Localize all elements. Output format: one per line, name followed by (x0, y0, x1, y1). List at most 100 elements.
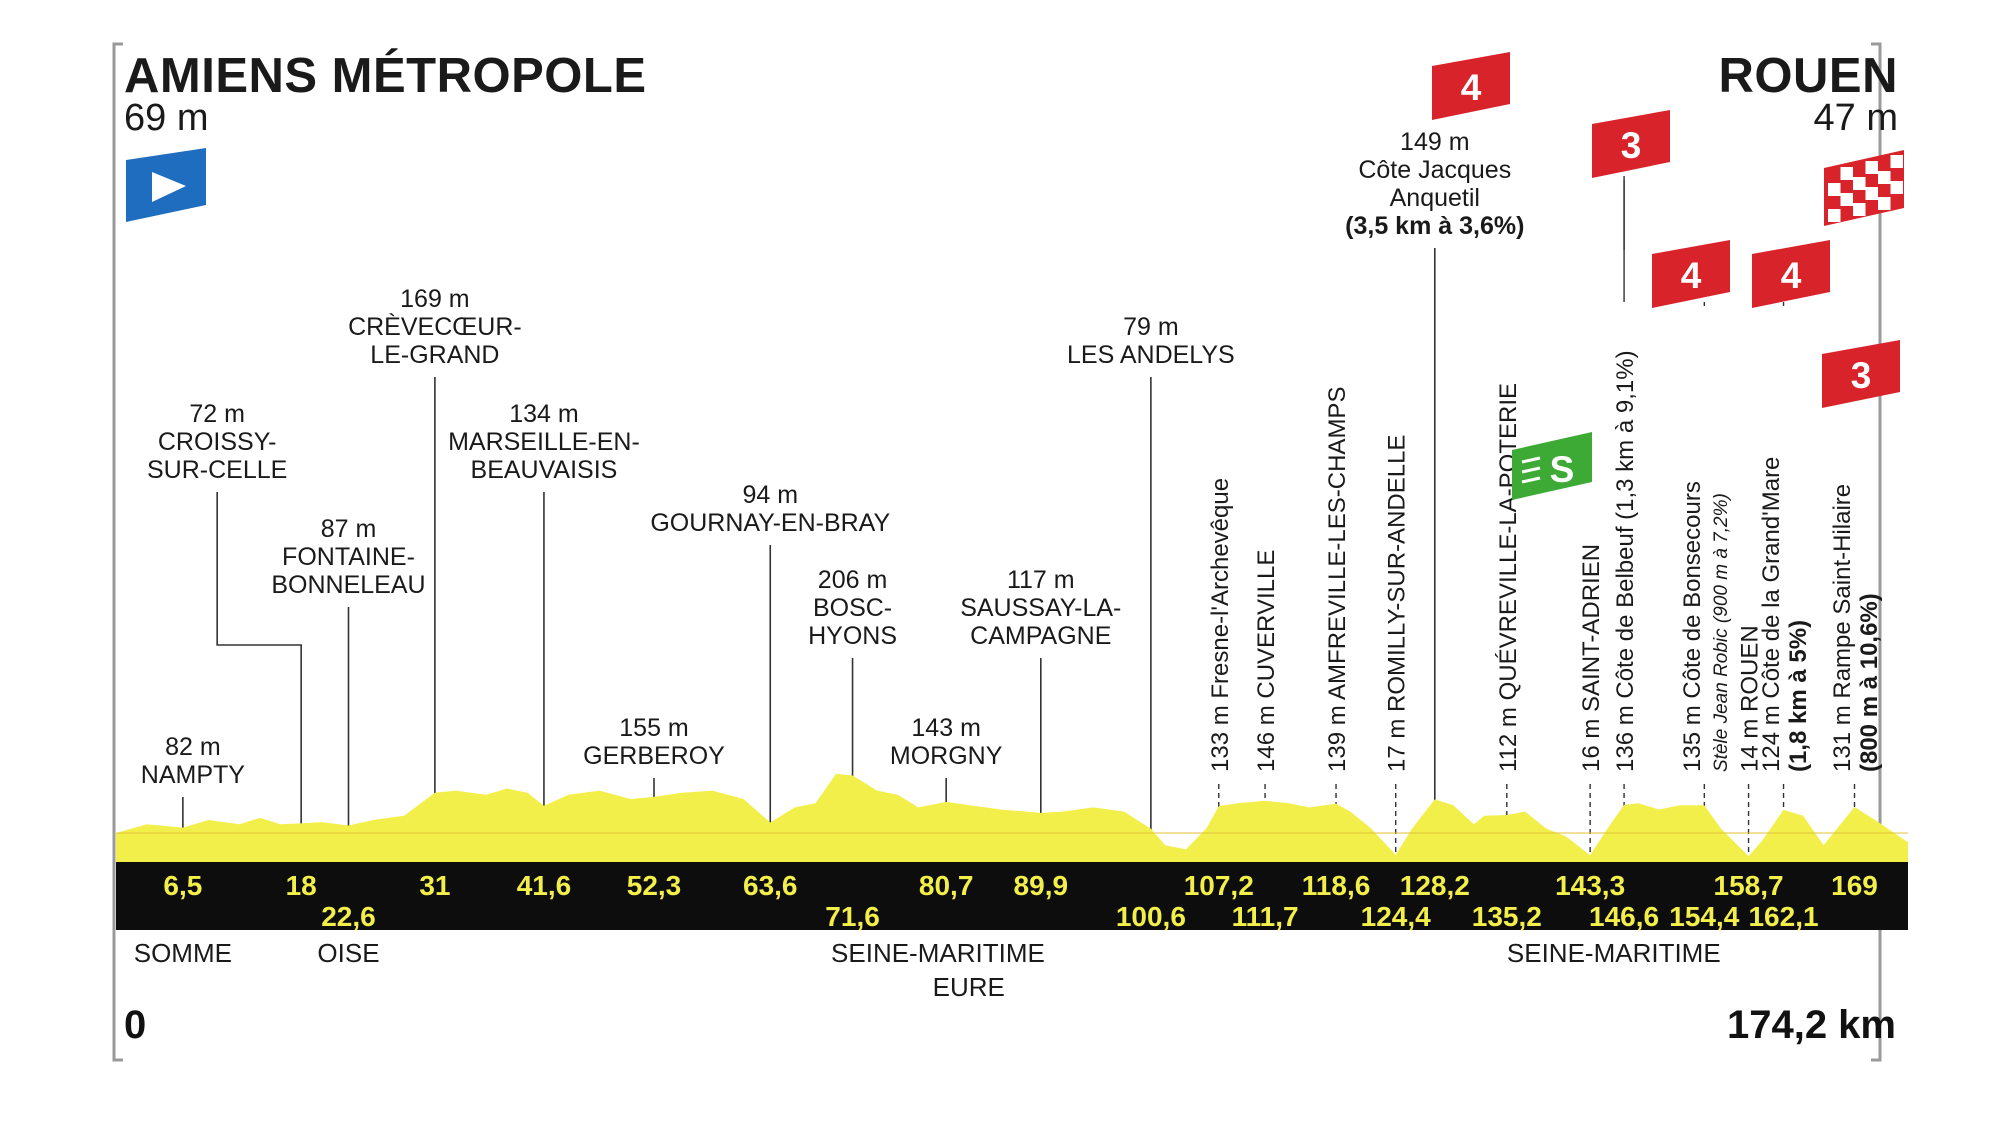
elevation-profile-area (116, 773, 1908, 862)
place-label: MARSEILLE-EN- (448, 428, 640, 456)
checker-cell (1890, 155, 1903, 168)
km-mark-label: 41,6 (517, 870, 572, 901)
place-label: SUR-CELLE (147, 456, 287, 484)
place-label: 82 m (165, 733, 221, 761)
place-label: 149 m (1400, 128, 1469, 156)
place-label: CAMPAGNE (970, 622, 1111, 650)
climb-flag-shape (1822, 340, 1900, 408)
checker-cell (1890, 181, 1903, 194)
place-label: 87 m (321, 515, 377, 543)
vertical-place-label: 133 m Fresne-l'Archevêque (1207, 478, 1234, 772)
place-label: BEAUVAISIS (471, 456, 618, 484)
place-label: 117 m (1007, 566, 1075, 594)
start-town-title: AMIENS MÉTROPOLE (124, 49, 647, 103)
checker-cell (1865, 161, 1878, 174)
climb-category-flag-icon: 4 (1432, 52, 1510, 120)
vertical-place-label: 146 m CUVERVILLE (1253, 550, 1280, 772)
checker-cell (1840, 193, 1853, 206)
chart-frame (112, 42, 1882, 1062)
vertical-place-label: (1,8 km à 5%) (1785, 620, 1812, 772)
km-mark-label: 52,3 (627, 870, 682, 901)
department-label: EURE (933, 972, 1005, 1002)
climb-category-label: 4 (1681, 255, 1702, 296)
vertical-place-label: 131 m Rampe Saint-Hilaire (1829, 484, 1856, 772)
place-label: FONTAINE- (282, 543, 415, 571)
climb-category-label: 3 (1851, 355, 1872, 396)
place-label: 72 m (189, 400, 245, 428)
km-mark-label: 118,6 (1302, 870, 1371, 901)
start-altitude: 69 m (124, 97, 209, 139)
place-label: (3,5 km à 3,6%) (1345, 212, 1524, 240)
place-label: BOSC- (813, 594, 892, 622)
checker-cell (1865, 187, 1878, 200)
km-mark-label: 128,2 (1400, 870, 1470, 901)
checker-cell (1828, 209, 1841, 222)
place-label: 94 m (742, 481, 798, 509)
department-label: OISE (317, 938, 379, 968)
climb-category-flag-icon: 4 (1652, 240, 1730, 308)
km-mark-label: 80,7 (919, 870, 974, 901)
place-label: GERBEROY (583, 742, 725, 770)
climb-category-flag-icon: 3 (1822, 340, 1900, 408)
place-label: 143 m (911, 714, 980, 742)
place-label: 155 m (619, 714, 688, 742)
km-mark-label: 124,4 (1361, 901, 1431, 932)
vertical-place-label: 139 m AMFREVILLE-LES-CHAMPS (1324, 387, 1351, 772)
climb-category-label: 3 (1621, 125, 1642, 166)
vertical-place-label: 135 m Côte de Bonsecours (1679, 481, 1706, 772)
finish-flag-icon (1824, 150, 1904, 226)
km-mark-label: 111,7 (1232, 901, 1299, 932)
department-label: SEINE-MARITIME (1507, 938, 1721, 968)
place-label: BONNELEAU (271, 571, 425, 599)
place-label: NAMPTY (141, 761, 246, 789)
climb-flag-shape (1652, 240, 1730, 308)
place-label: 134 m (509, 400, 578, 428)
km-mark-label: 22,6 (321, 901, 376, 932)
km-mark-label: 31 (419, 870, 450, 901)
vertical-place-label: 112 m QUÉVREVILLE-LA-POTERIE (1495, 383, 1522, 772)
intermediate-sprint-icon: S (1512, 432, 1592, 500)
leader-line (216, 492, 302, 862)
place-label: 79 m (1123, 313, 1179, 341)
checker-cell (1853, 203, 1866, 216)
km-mark-label: 154,4 (1669, 901, 1739, 932)
vertical-place-label: 16 m SAINT-ADRIEN (1578, 544, 1605, 772)
km-mark-label: 100,6 (1116, 901, 1186, 932)
climb-category-flag-icon: 4 (1752, 240, 1830, 308)
place-label: CRÈVECŒUR- (348, 312, 522, 341)
vertical-place-label: Stèle Jean Robic (900 m à 7,2%) (1711, 493, 1732, 772)
checker-cell (1878, 171, 1891, 184)
checker-cell (1878, 197, 1891, 210)
km-mark-label: 135,2 (1472, 901, 1542, 932)
place-label: HYONS (808, 622, 897, 650)
km-mark-label: 71,6 (825, 901, 880, 932)
km-mark-label: 146,6 (1589, 901, 1659, 932)
climb-category-label: 4 (1461, 67, 1482, 108)
km-mark-label: 18 (286, 870, 317, 901)
climb-flag-shape (1592, 110, 1670, 178)
place-label: CROISSY- (158, 428, 277, 456)
sprint-speed-line (1521, 476, 1541, 484)
vertical-place-label: (800 m à 10,6%) (1856, 593, 1883, 772)
km-mark-label: 158,7 (1714, 870, 1784, 901)
vertical-place-label: 136 m Côte de Belbeuf (1,3 km à 9,1%) (1612, 350, 1639, 772)
place-label: 206 m (818, 566, 887, 594)
sprint-flag-shape (1512, 432, 1592, 500)
place-label: Anquetil (1390, 184, 1480, 212)
vertical-place-label: 124 m Côte de la Grand'Mare (1758, 457, 1785, 772)
finish-altitude: 47 m (1813, 97, 1898, 139)
place-label: LES ANDELYS (1067, 341, 1235, 369)
checker-cell (1828, 183, 1841, 196)
vertical-place-label: 17 m ROMILLY-SUR-ANDELLE (1384, 435, 1411, 772)
checker-cell (1853, 177, 1866, 190)
km-mark-label: 6,5 (163, 870, 202, 901)
climb-category-flag-icon: 3 (1592, 110, 1670, 178)
place-label: GOURNAY-EN-BRAY (650, 509, 890, 537)
km-mark-label: 63,6 (743, 870, 798, 901)
department-label: SOMME (134, 938, 232, 968)
place-label: LE-GRAND (370, 341, 499, 369)
place-label: SAUSSAY-LA- (960, 594, 1121, 622)
sprint-speed-line (1521, 456, 1541, 464)
climb-flag-shape (1752, 240, 1830, 308)
